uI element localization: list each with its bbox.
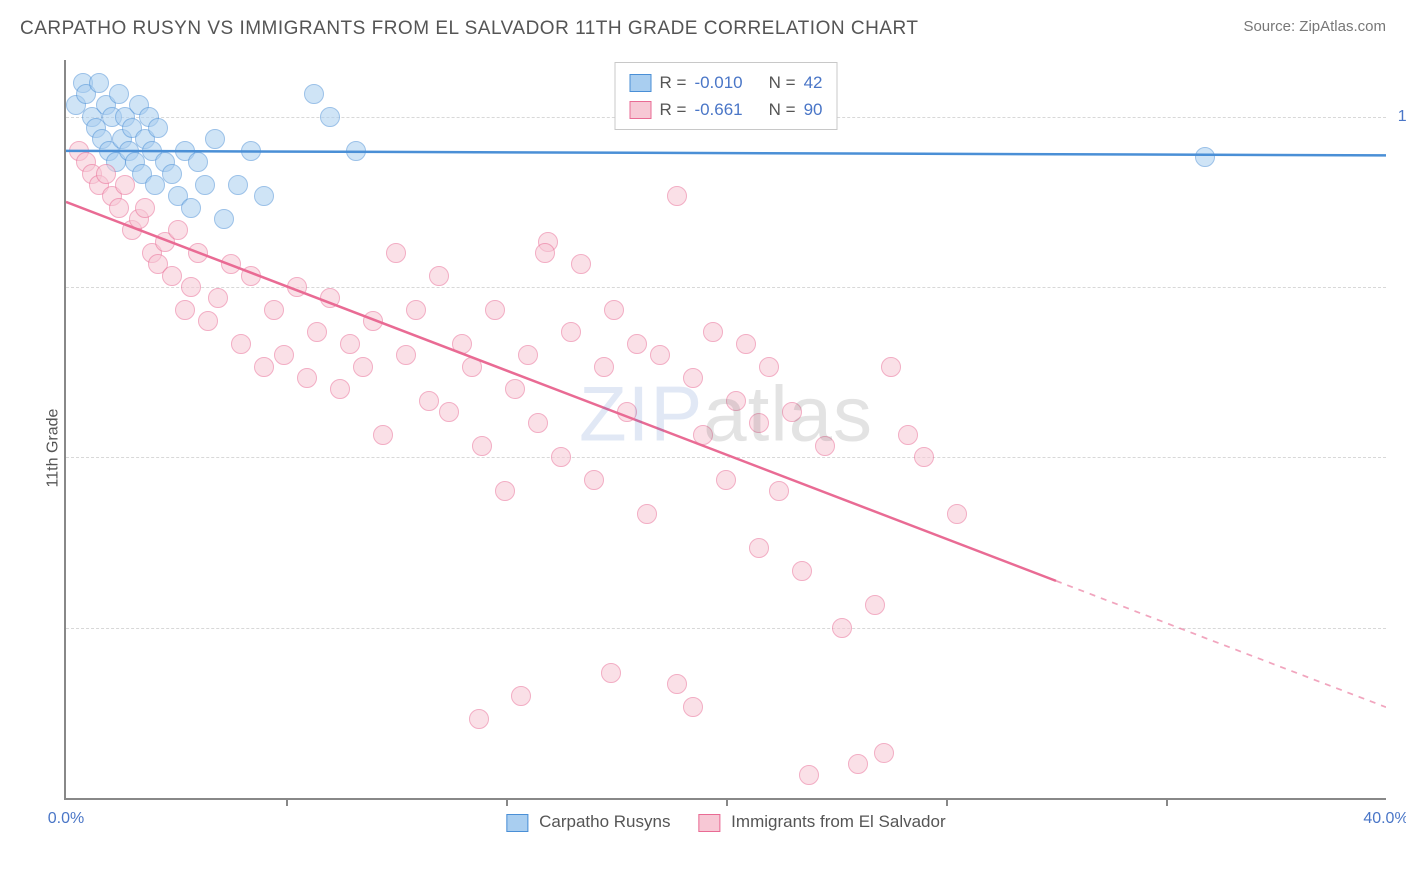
chart-container: 11th Grade R = -0.010 N = 42 R = -0.661 … <box>50 60 1386 835</box>
chart-title: CARPATHO RUSYN VS IMMIGRANTS FROM EL SAL… <box>20 18 918 40</box>
legend-n-label: N = <box>769 96 796 123</box>
source-attribution: Source: ZipAtlas.com <box>1243 18 1386 35</box>
y-tick-label: 100.0% <box>1398 108 1406 126</box>
x-tick-minor <box>506 798 508 806</box>
legend-swatch-2 <box>630 101 652 119</box>
x-tick-label: 40.0% <box>1363 810 1406 828</box>
legend-item-1: Carpatho Rusyns <box>506 812 670 832</box>
legend-r-value-2: -0.661 <box>694 96 742 123</box>
x-tick-minor <box>286 798 288 806</box>
y-axis-label: 11th Grade <box>44 408 62 487</box>
legend-r-value-1: -0.010 <box>694 69 742 96</box>
legend-item-2: Immigrants from El Salvador <box>698 812 945 832</box>
plot-area: R = -0.010 N = 42 R = -0.661 N = 90 ZIPa… <box>64 60 1386 800</box>
x-tick-label: 0.0% <box>48 810 84 828</box>
legend-r-label: R = <box>660 96 687 123</box>
x-tick-minor <box>946 798 948 806</box>
legend-label-1: Carpatho Rusyns <box>539 812 670 831</box>
legend-swatch-bottom-1 <box>506 814 528 832</box>
legend-label-2: Immigrants from El Salvador <box>731 812 945 831</box>
legend-r-label: R = <box>660 69 687 96</box>
x-tick-minor <box>726 798 728 806</box>
legend-row-series-1: R = -0.010 N = 42 <box>630 69 823 96</box>
regression-lines <box>66 60 1386 798</box>
legend-swatch-1 <box>630 74 652 92</box>
legend-n-value-2: 90 <box>804 96 823 123</box>
x-tick-minor <box>1166 798 1168 806</box>
legend-swatch-bottom-2 <box>698 814 720 832</box>
correlation-legend: R = -0.010 N = 42 R = -0.661 N = 90 <box>615 62 838 130</box>
legend-row-series-2: R = -0.661 N = 90 <box>630 96 823 123</box>
legend-n-label: N = <box>769 69 796 96</box>
legend-n-value-1: 42 <box>804 69 823 96</box>
series-legend: Carpatho Rusyns Immigrants from El Salva… <box>506 812 945 832</box>
